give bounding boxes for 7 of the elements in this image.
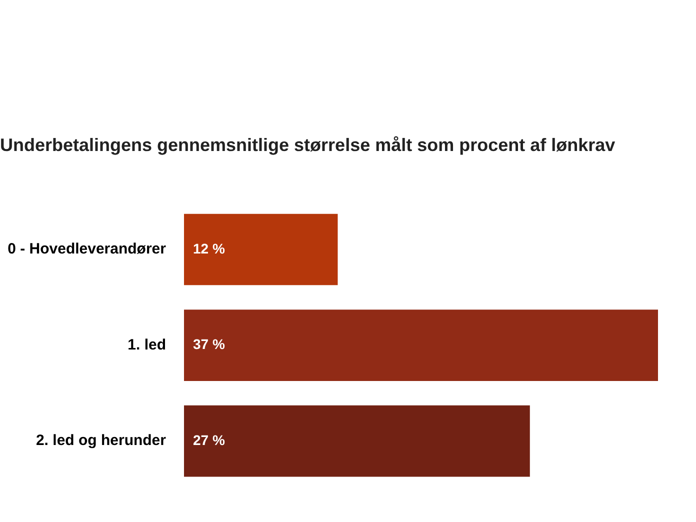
data-label: 37 %: [193, 336, 226, 352]
data-label: 27 %: [193, 432, 226, 448]
y-tick-label: 1. led: [128, 336, 166, 354]
chart-title: Underbetalingens gennemsnitlige størrelse målt som procent af lønkrav: [0, 134, 616, 155]
y-tick-label: 2. led og herunder: [36, 432, 166, 450]
y-tick-label: 0 - Hovedleverandører: [8, 240, 166, 258]
data-label: 12 %: [193, 240, 226, 256]
